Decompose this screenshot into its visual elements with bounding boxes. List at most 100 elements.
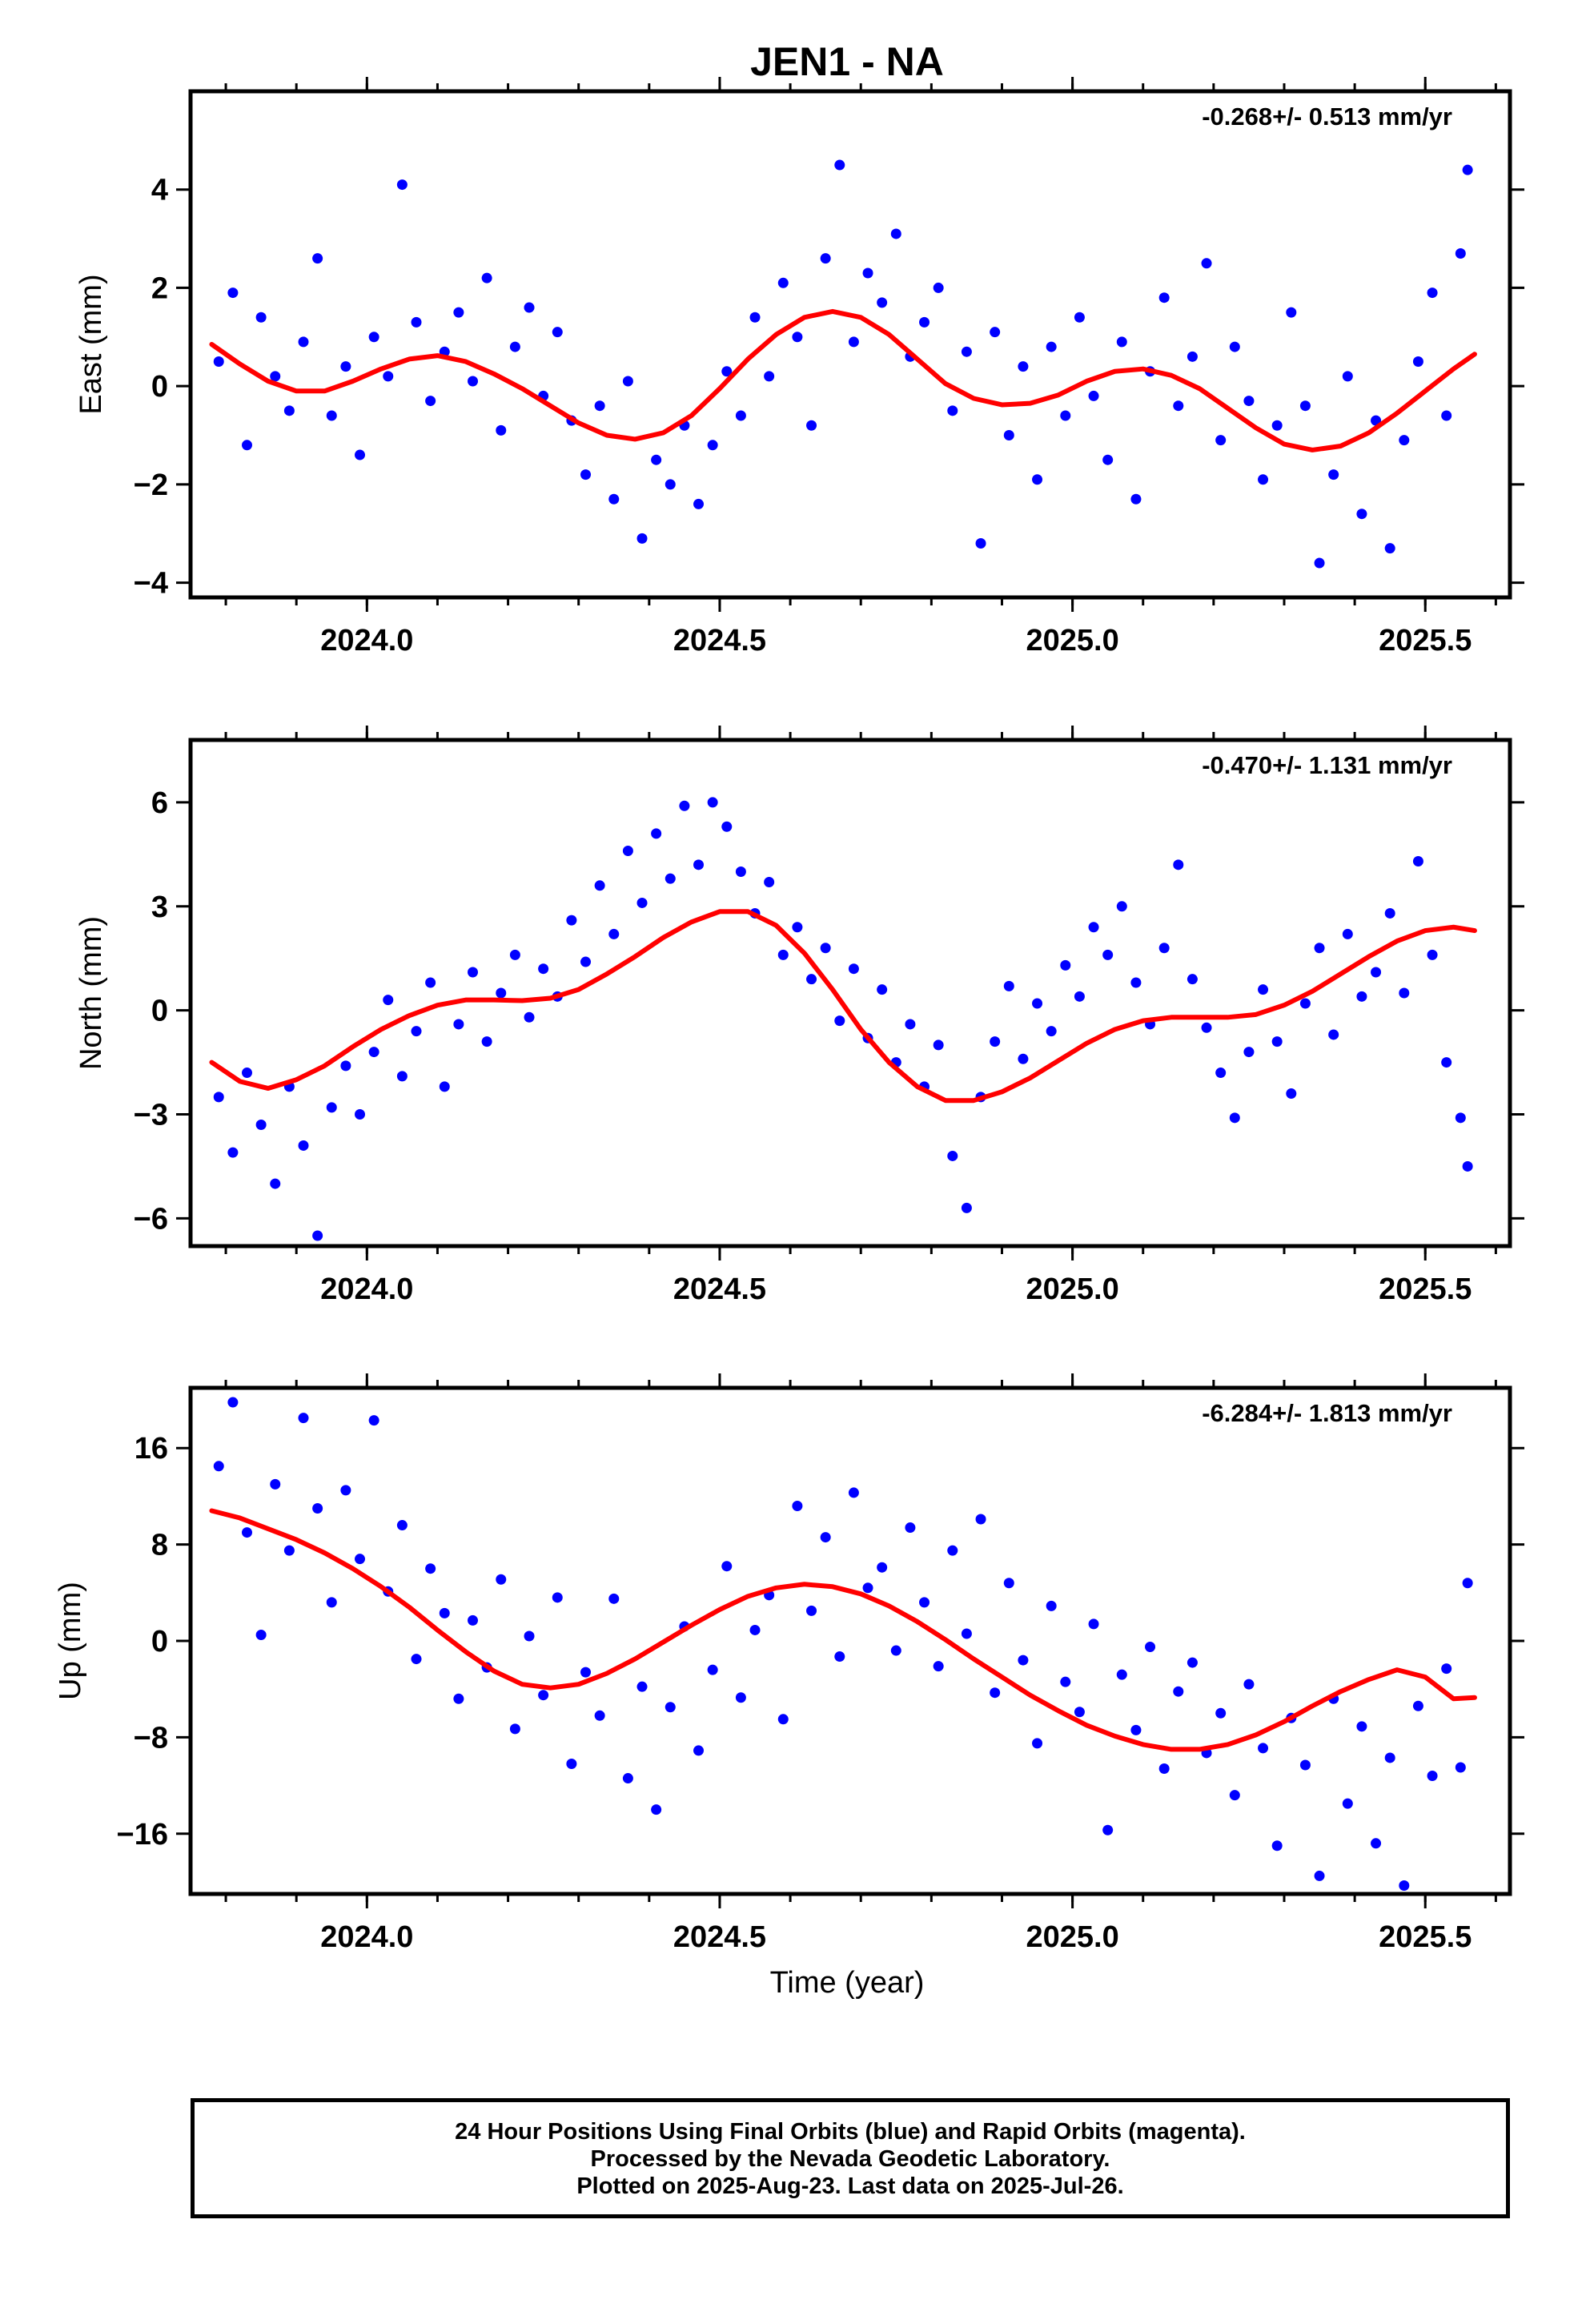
up-data-point <box>1060 1676 1071 1687</box>
up-data <box>209 1397 1477 1891</box>
up-y-axis-label: Up (mm) <box>54 1582 87 1700</box>
up-data-point <box>326 1597 337 1608</box>
up-data-point <box>255 1629 267 1640</box>
north-data-point <box>1342 928 1353 939</box>
up-data-point <box>848 1487 859 1498</box>
up-data-point <box>990 1687 1001 1699</box>
east-data-point <box>1215 435 1227 446</box>
north-data-point <box>1046 1026 1057 1037</box>
east-data-point <box>1060 410 1071 421</box>
north-data-point <box>721 821 733 832</box>
up-rate-label: -6.284+/- 1.813 mm/yr <box>1202 1399 1452 1427</box>
east-data-point <box>1173 400 1184 412</box>
north-data-point <box>1258 984 1269 995</box>
north-data-point <box>1215 1068 1227 1079</box>
up-data-point <box>213 1461 224 1472</box>
east-data-point <box>326 410 337 421</box>
east-data-point <box>1229 341 1240 352</box>
north-data-point <box>1102 949 1114 960</box>
up-data-point <box>1032 1738 1043 1749</box>
up-data-point <box>1356 1721 1367 1732</box>
east-data-point <box>283 405 295 416</box>
up-data-point <box>961 1628 972 1639</box>
east-y-tick-label: 0 <box>151 370 168 404</box>
up-data-point <box>1173 1686 1184 1697</box>
east-data-point <box>764 371 775 382</box>
north-x-tick-label: 2025.0 <box>1026 1273 1118 1306</box>
north-data-point <box>255 1119 267 1130</box>
north-data-point <box>848 963 859 975</box>
east-data-point <box>636 533 648 544</box>
east-data-point <box>1258 474 1269 485</box>
north-data-point <box>1201 1022 1212 1033</box>
east-panel: 2024.0 2024.5 2025.0 2025.5 −4 −2 0 2 4 East (mm)… <box>74 77 1524 657</box>
xaxis-label: Time (year) <box>770 1966 925 2000</box>
north-data-point <box>1328 1029 1339 1040</box>
north-data-point <box>877 984 888 995</box>
north-data-point <box>1462 1160 1473 1172</box>
east-data-point <box>1158 292 1170 304</box>
up-data-point <box>566 1758 577 1769</box>
up-data-point <box>890 1645 901 1656</box>
east-data-point <box>1328 469 1339 480</box>
east-data-point <box>820 253 831 264</box>
up-data-point <box>820 1532 831 1543</box>
east-data-point <box>721 366 733 377</box>
up-plot-frame <box>188 1385 1512 1896</box>
north-data-point <box>411 1026 422 1037</box>
up-data-point <box>227 1397 239 1408</box>
east-data-point <box>1130 493 1142 505</box>
east-data-point <box>1399 435 1410 446</box>
up-data-point <box>298 1413 309 1424</box>
east-data-point <box>1356 509 1367 520</box>
up-data-point <box>496 1574 507 1585</box>
east-data-point <box>552 327 563 338</box>
north-data-point <box>453 1019 464 1030</box>
east-data-point <box>1003 430 1014 441</box>
north-data-point <box>1299 998 1311 1009</box>
east-data-point <box>524 302 535 313</box>
east-data-point <box>1116 336 1127 348</box>
north-data-point <box>1371 967 1382 978</box>
east-data-point <box>1286 307 1297 318</box>
up-y-tick-label: 16 <box>135 1432 168 1466</box>
east-data-point <box>453 307 464 318</box>
north-data-point <box>396 1071 408 1082</box>
east-data-point <box>1412 356 1423 367</box>
up-data-point <box>1088 1618 1099 1630</box>
up-y-tick-label: 0 <box>151 1625 168 1659</box>
up-data-point <box>735 1692 746 1703</box>
east-data-point <box>890 228 901 239</box>
north-data-point <box>665 873 676 884</box>
east-data-point <box>1271 420 1283 431</box>
north-data-point <box>990 1036 1001 1047</box>
east-x-tick-label: 2024.5 <box>673 624 766 657</box>
north-y-axis-label: North (mm) <box>74 916 108 1070</box>
up-data-point <box>1314 1870 1325 1881</box>
east-data-point <box>1462 164 1473 175</box>
east-data-point <box>1032 474 1043 485</box>
up-y-tick-label: −8 <box>134 1721 168 1755</box>
north-x-tick-label: 2024.0 <box>320 1273 413 1306</box>
up-data-point <box>877 1562 888 1573</box>
up-data-point <box>1243 1679 1255 1690</box>
east-data <box>209 159 1477 569</box>
east-x-tick-label: 2025.5 <box>1379 624 1472 657</box>
up-data-point <box>693 1745 705 1756</box>
east-data-point <box>1441 410 1452 421</box>
up-data-point <box>1102 1824 1114 1835</box>
east-data-point <box>340 361 351 372</box>
east-data-point <box>608 493 620 505</box>
north-data-point <box>1314 943 1325 954</box>
up-data-point <box>1074 1707 1085 1718</box>
north-data-point <box>1229 1112 1240 1124</box>
up-data-point <box>538 1690 549 1701</box>
north-y-tick-label: 6 <box>151 786 168 820</box>
east-data-point <box>213 356 224 367</box>
north-data-point <box>651 828 662 839</box>
north-data-point <box>1243 1047 1255 1058</box>
north-data-point <box>1356 991 1367 1002</box>
up-data-point <box>552 1592 563 1603</box>
east-data-point <box>1371 415 1382 426</box>
east-data-point <box>777 277 789 288</box>
